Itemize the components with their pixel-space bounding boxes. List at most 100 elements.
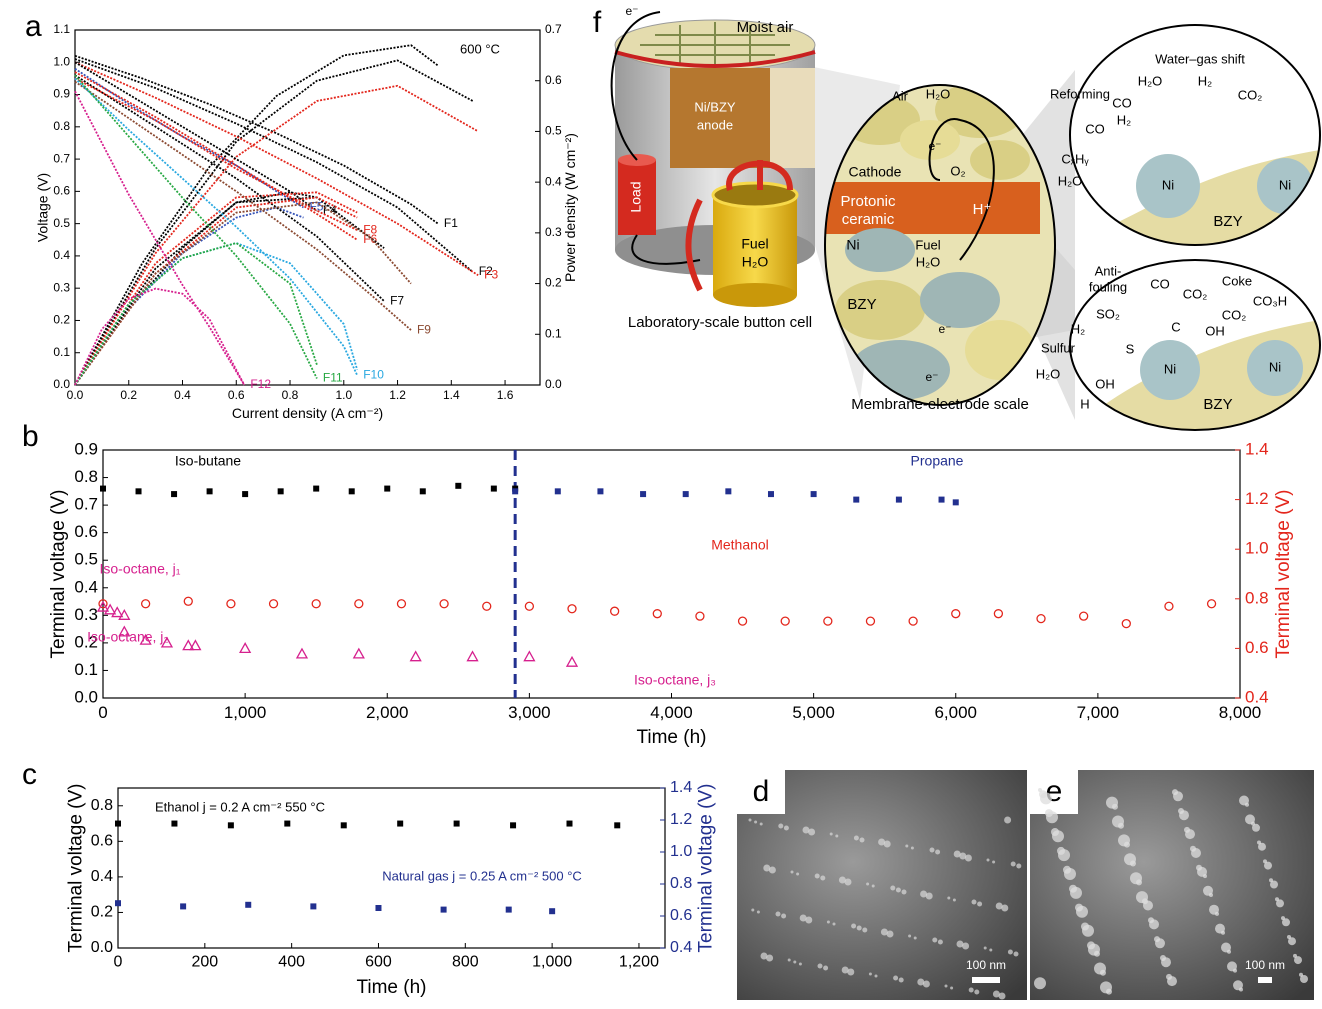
data-point — [277, 488, 284, 495]
texture — [1270, 880, 1278, 889]
data-point — [227, 822, 234, 829]
data-point — [737, 616, 748, 626]
diagram-label: C — [1171, 319, 1180, 334]
texture — [796, 872, 800, 876]
data-point — [993, 609, 1004, 619]
x-tick-label: 2,000 — [366, 703, 409, 722]
diagram-label: H₂ — [1117, 112, 1131, 127]
diagram-label: CO₃H — [1253, 293, 1287, 308]
x-tick-label: 600 — [365, 954, 392, 971]
data-point — [118, 625, 131, 637]
diagram-label: Ni — [1162, 177, 1174, 192]
voltage-curve — [74, 67, 304, 209]
texture — [1215, 911, 1219, 916]
texture — [760, 952, 768, 960]
diagram-label: Load — [628, 181, 644, 212]
texture — [1064, 868, 1076, 880]
panel-label: f — [593, 6, 602, 39]
y2-axis-title: Terminal voltage (V) — [1273, 490, 1294, 659]
x-tick-label: 400 — [278, 954, 305, 971]
texture — [886, 930, 894, 938]
texture — [756, 910, 760, 914]
texture — [759, 822, 763, 826]
texture — [859, 837, 865, 843]
texture — [823, 965, 829, 971]
texture — [853, 835, 859, 841]
x-tick-label: 1,200 — [619, 954, 659, 971]
diagram-label: Fuel — [915, 237, 940, 252]
chart: a 0.0 0.2 0.4 0.6 0.8 1.0 1.2 1.4 1.6 0.0 0.1 0.2 0.3… — [25, 10, 578, 421]
data-point — [313, 485, 320, 492]
diagram-label: e⁻ — [928, 139, 941, 153]
diagram-label: CO — [1150, 276, 1170, 291]
texture — [1046, 811, 1058, 824]
texture — [1179, 810, 1189, 821]
y2-tick-label: 0.8 — [670, 875, 692, 892]
diagram-label: H₂ — [1198, 73, 1212, 88]
texture — [910, 846, 914, 850]
diagram-label: S — [1126, 341, 1135, 356]
diagram-label: e⁻ — [925, 370, 938, 384]
texture — [893, 975, 899, 981]
x-tick-label: 0 — [98, 703, 107, 722]
texture — [802, 826, 810, 834]
y-tick-label: 0.5 — [53, 216, 70, 230]
texture — [793, 960, 797, 964]
y-tick-label: 0.2 — [91, 904, 113, 921]
diagram-label: OH — [1095, 376, 1115, 391]
x-tick-label: 0.8 — [282, 388, 299, 402]
texture — [866, 882, 870, 886]
texture — [1118, 822, 1124, 829]
chart: b 0 1,000 2,000 3,000 4,000 5,000 6,000 7,000 8,0… — [22, 420, 1294, 748]
texture — [1001, 904, 1009, 912]
texture — [835, 834, 839, 838]
texture — [952, 898, 956, 902]
texture — [1070, 886, 1082, 899]
y2-tick-label: 1.0 — [670, 843, 692, 860]
texture — [1209, 893, 1213, 897]
diagram-shapes — [610, 11, 1321, 431]
data-point — [100, 485, 106, 492]
texture — [832, 922, 836, 926]
texture — [1040, 792, 1052, 805]
micrograph-d: d 100 nm — [737, 770, 1027, 1000]
data-point — [505, 906, 512, 913]
x-tick-label: 800 — [452, 954, 479, 971]
texture — [781, 913, 787, 919]
y-tick-label: 0.6 — [74, 522, 98, 541]
voltage-curve — [74, 58, 474, 273]
texture — [847, 968, 855, 976]
diagram-label: CO₂ — [1183, 286, 1208, 301]
texture — [1252, 823, 1260, 832]
scale-bar-label: 100 nm — [966, 958, 1006, 972]
data-point — [1164, 601, 1174, 611]
y2-tick-label: 0.5 — [545, 124, 562, 138]
texture — [905, 844, 909, 848]
texture — [1082, 924, 1094, 937]
data-point — [98, 599, 108, 609]
y2-tick-label: 0.7 — [545, 22, 562, 36]
texture — [1191, 848, 1201, 858]
diagram-label: BZY — [1213, 213, 1242, 230]
series-label: F3 — [484, 267, 498, 281]
x-tick-label: 3,000 — [508, 703, 551, 722]
data-point — [140, 599, 151, 609]
texture — [778, 823, 784, 829]
x-tick-label: 200 — [191, 954, 218, 971]
data-point — [375, 905, 382, 911]
voltage-curve — [74, 80, 412, 331]
series-label: Iso-octane, j₃ — [634, 672, 716, 688]
texture — [935, 849, 941, 855]
diagram-label: CO — [1112, 95, 1132, 110]
texture — [763, 864, 771, 872]
series-label: Iso-butane — [175, 453, 241, 469]
data-point — [695, 611, 705, 621]
texture — [856, 925, 862, 931]
texture — [878, 838, 886, 846]
texture — [799, 914, 807, 922]
x-tick-label: 7,000 — [1077, 703, 1120, 722]
y2-tick-label: 0.3 — [545, 225, 562, 239]
y2-tick-label: 1.2 — [670, 811, 692, 828]
x-axis-title: Current density (A cm⁻²) — [232, 405, 383, 421]
